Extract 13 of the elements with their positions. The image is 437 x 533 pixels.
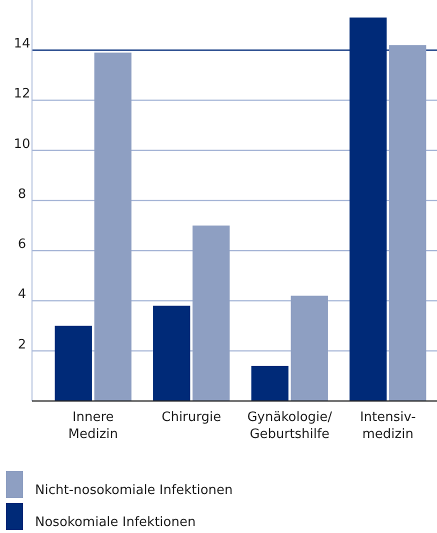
x-tick-label: Intensiv- medizin bbox=[360, 410, 416, 442]
legend-label: Nicht-nosokomiale Infektionen bbox=[35, 483, 233, 498]
y-tick-label: 14 bbox=[14, 36, 30, 52]
x-tick-label: Chirurgie bbox=[162, 410, 222, 425]
y-tick-label: 8 bbox=[18, 186, 26, 202]
y-tick-label: 6 bbox=[18, 237, 26, 252]
y-tick-label: 10 bbox=[14, 136, 30, 152]
y-tick-label: 4 bbox=[18, 287, 26, 302]
y-tick-label: 2 bbox=[18, 337, 26, 352]
x-tick-label: Gynäkologie/ Geburtshilfe bbox=[247, 410, 333, 442]
legend-label: Nosokomiale Infektionen bbox=[35, 515, 196, 530]
x-tick-label: Innere Medizin bbox=[68, 410, 118, 442]
y-tick-label: 12 bbox=[14, 86, 30, 102]
